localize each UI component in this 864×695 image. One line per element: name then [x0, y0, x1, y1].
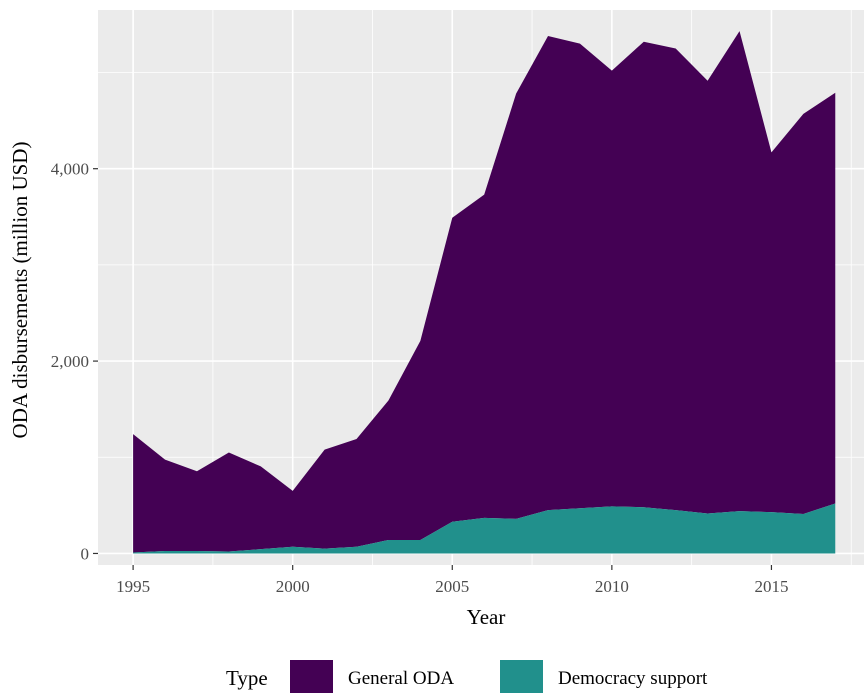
- legend-label-general-oda: General ODA: [348, 668, 454, 689]
- legend-label-democracy-support: Democracy support: [558, 668, 708, 689]
- y-axis-title: ODA disbursements (million USD): [8, 142, 32, 439]
- y-tick-label: 4,000: [51, 160, 89, 179]
- legend-key-general-oda: [290, 660, 333, 693]
- y-axis-ticks: 0 2,000 4,000: [51, 160, 98, 563]
- stacked-areas: [133, 31, 836, 554]
- legend-title: Type: [226, 666, 268, 690]
- legend: Type General ODA Democracy support: [226, 660, 708, 693]
- area-democracy-support: [133, 503, 836, 554]
- x-tick-label: 2000: [276, 577, 310, 596]
- legend-key-democracy-support: [500, 660, 543, 693]
- x-tick-label: 2015: [754, 577, 788, 596]
- y-tick-label: 2,000: [51, 352, 89, 371]
- x-axis-title: Year: [467, 605, 506, 629]
- x-tick-label: 2005: [435, 577, 469, 596]
- y-tick-label: 0: [81, 544, 90, 563]
- x-tick-label: 2010: [595, 577, 629, 596]
- x-tick-label: 1995: [116, 577, 150, 596]
- area-general-oda: [133, 31, 836, 553]
- x-axis-ticks: 1995 2000 2005 2010 2015: [116, 565, 788, 596]
